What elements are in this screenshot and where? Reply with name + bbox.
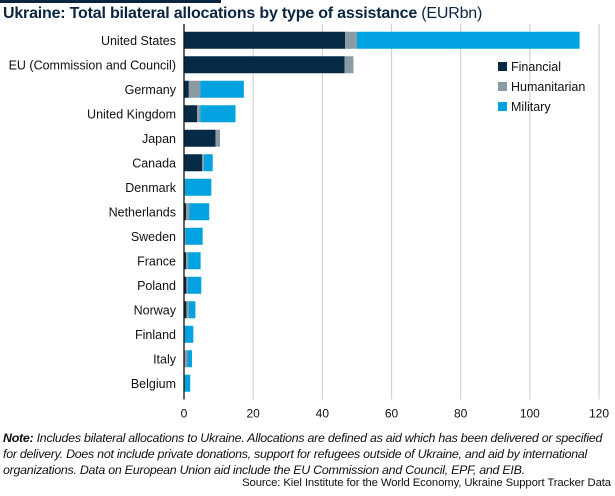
bar-segment-financial — [184, 80, 189, 98]
bar-segment-humanitarian — [186, 252, 189, 270]
category-label: Poland — [137, 279, 176, 293]
bar-segment-humanitarian — [215, 129, 220, 147]
x-tick-label: 120 — [589, 407, 609, 421]
chart-title-main: Ukraine: Total bilateral allocations by … — [3, 5, 418, 22]
category-labels: United States EU (Commission and Council)… — [9, 34, 177, 391]
category-label: Sweden — [131, 230, 176, 244]
note-text: Includes bilateral allocations to Ukrain… — [3, 431, 603, 477]
category-label: Denmark — [125, 181, 176, 195]
bar-segment-military — [187, 350, 192, 368]
category-label: Norway — [134, 303, 177, 317]
chart-title-unit: (EURbn) — [421, 5, 483, 22]
category-label: Japan — [142, 132, 176, 146]
bar-segment-humanitarian — [345, 31, 357, 49]
bar-segment-military — [184, 374, 191, 392]
bar-segment-humanitarian — [186, 203, 190, 221]
category-label: Italy — [153, 352, 177, 366]
legend-swatch-financial — [498, 62, 507, 71]
category-label: Germany — [125, 83, 177, 97]
bar-segment-financial — [184, 252, 187, 270]
bar-segment-humanitarian — [344, 56, 354, 74]
bar-segment-humanitarian — [184, 227, 186, 245]
bar-segment-military — [185, 178, 212, 196]
legend: Financial Humanitarian Military — [498, 60, 585, 114]
bar-segment-military — [188, 301, 196, 319]
bar-segment-military — [184, 325, 194, 343]
bar-segment-military — [189, 203, 210, 221]
category-label: EU (Commission and Council) — [9, 58, 176, 72]
legend-label-military: Military — [511, 100, 551, 114]
bar-segment-humanitarian — [201, 154, 204, 172]
bar-segment-financial — [184, 105, 198, 123]
x-tick-label: 20 — [246, 407, 260, 421]
chart-title: Ukraine: Total bilateral allocations by … — [3, 5, 482, 23]
bar-segment-military — [187, 276, 202, 294]
x-tick-label: 40 — [316, 407, 330, 421]
x-tick-label: 80 — [454, 407, 468, 421]
x-tick-label: 60 — [385, 407, 399, 421]
category-label: Netherlands — [109, 205, 176, 219]
bar-segment-financial — [184, 203, 187, 221]
source-text: Source: Kiel Institute for the World Eco… — [242, 477, 611, 489]
category-label: Canada — [132, 156, 176, 170]
category-label: France — [137, 254, 176, 268]
category-label: United Kingdom — [87, 107, 176, 121]
legend-label-financial: Financial — [511, 60, 561, 74]
bar-segment-humanitarian — [186, 301, 189, 319]
category-label: United States — [101, 34, 176, 48]
bar-segment-financial — [184, 301, 187, 319]
bar-segment-financial — [184, 154, 202, 172]
bar-segment-humanitarian — [184, 178, 186, 196]
bar-segment-military — [203, 154, 213, 172]
gridlines — [252, 24, 600, 400]
x-tick-labels: 0 20 40 60 80 100 120 — [181, 407, 610, 421]
bar-segment-financial — [184, 129, 216, 147]
bar-segment-military — [200, 105, 236, 123]
footnote: Note: Includes bilateral allocations to … — [3, 430, 613, 478]
bar-segment-military — [200, 80, 244, 98]
category-label: Finland — [135, 328, 176, 342]
bar-segment-humanitarian — [197, 105, 201, 123]
bar-segment-humanitarian — [184, 350, 188, 368]
note-label: Note: — [3, 431, 34, 445]
header-accent-bar — [0, 0, 221, 3]
x-tick-label: 100 — [520, 407, 540, 421]
bar-segment-humanitarian — [188, 80, 201, 98]
legend-swatch-humanitarian — [498, 82, 507, 91]
x-tick-label: 0 — [181, 407, 188, 421]
bar-segment-financial — [184, 276, 187, 294]
legend-swatch-military — [498, 102, 507, 111]
legend-label-humanitarian: Humanitarian — [511, 80, 585, 94]
bar-segment-financial — [184, 31, 346, 49]
bar-segment-military — [185, 227, 203, 245]
bars — [184, 31, 580, 392]
category-label: Belgium — [131, 377, 176, 391]
bar-segment-humanitarian — [186, 276, 188, 294]
bar-segment-financial — [184, 56, 345, 74]
bar-segment-military — [356, 31, 580, 49]
bar-segment-military — [188, 252, 201, 270]
bar-chart: United States EU (Commission and Council)… — [9, 24, 610, 421]
